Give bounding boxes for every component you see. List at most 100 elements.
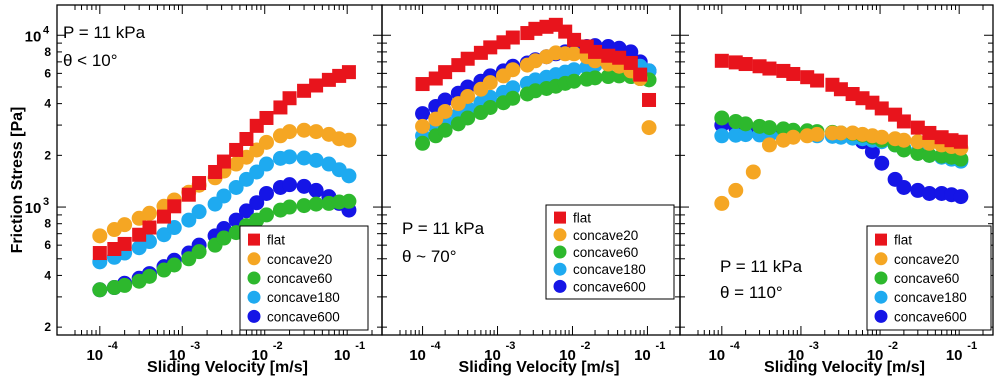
- data-point-flat: [601, 48, 616, 63]
- legend-label-concave600: concave600: [267, 309, 340, 324]
- data-point-flat: [623, 55, 638, 70]
- data-point-concave60: [282, 199, 298, 215]
- legend-label-concave180: concave180: [894, 290, 967, 305]
- annotation-pressure: P = 11 kPa: [720, 257, 803, 276]
- x-tick-exponent: -2: [581, 340, 591, 352]
- data-point-flat: [415, 77, 430, 92]
- x-axis-title: Sliding Velocity [m/s]: [459, 359, 620, 376]
- x-tick-label: 10: [334, 347, 351, 364]
- data-point-flat: [167, 199, 182, 214]
- data-point-flat: [192, 176, 207, 191]
- y-tick-label: 10: [25, 200, 42, 217]
- data-point-concave60: [308, 196, 324, 212]
- data-point-concave20: [282, 124, 298, 140]
- legend-marker-concave60: [553, 245, 567, 259]
- legend-label-concave600: concave600: [894, 309, 967, 324]
- data-point-concave600: [308, 182, 324, 198]
- legend-label-flat: flat: [894, 233, 912, 248]
- data-point-flat: [229, 142, 244, 157]
- data-point-flat: [528, 21, 543, 36]
- data-point-concave60: [910, 145, 926, 161]
- data-point-concave180: [505, 80, 521, 96]
- legend-label-concave180: concave180: [573, 262, 646, 277]
- data-point-flat: [833, 82, 848, 97]
- legend: flat concave20 concave60 concave180 concave6…: [866, 225, 992, 331]
- data-point-concave20: [258, 134, 274, 150]
- x-tick-label: 10: [946, 347, 963, 364]
- data-point-concave60: [761, 120, 777, 136]
- data-point-flat: [438, 65, 453, 80]
- data-point-flat: [810, 73, 825, 88]
- data-point-concave60: [566, 73, 582, 89]
- legend: flat concave20 concave60 concave180 concave6…: [239, 225, 369, 331]
- x-axis-title: Sliding Velocity [m/s]: [764, 359, 925, 376]
- data-point-concave180: [191, 204, 207, 220]
- data-point-concave60: [437, 122, 453, 138]
- x-tick-label: 10: [708, 347, 725, 364]
- legend-label-concave60: concave60: [267, 271, 332, 286]
- legend-marker-concave600: [247, 309, 261, 323]
- data-point-concave180: [166, 220, 182, 236]
- data-point-flat: [953, 134, 968, 149]
- legend-label-flat: flat: [573, 211, 591, 226]
- y-minor-tick-label: 2: [44, 148, 51, 162]
- panel-frame: [679, 4, 994, 336]
- data-point-flat: [282, 91, 297, 106]
- data-point-flat: [92, 246, 107, 261]
- y-minor-tick-label: 2: [44, 320, 51, 334]
- x-tick-exponent: -1: [656, 340, 666, 352]
- data-point-concave180: [308, 152, 324, 168]
- data-point-concave60: [296, 198, 312, 214]
- data-point-concave20: [308, 124, 324, 140]
- data-point-concave180: [216, 188, 232, 204]
- data-point-flat: [633, 67, 648, 82]
- data-point-concave20: [785, 129, 801, 145]
- data-point-concave60: [92, 282, 108, 298]
- data-point-concave600: [953, 189, 969, 205]
- data-point-concave20: [460, 89, 476, 105]
- data-point-concave60: [117, 277, 133, 293]
- y-minor-tick-label: 4: [44, 268, 51, 282]
- data-point-concave60: [505, 90, 521, 106]
- data-point-concave20: [117, 217, 133, 233]
- x-tick-label: 10: [788, 347, 805, 364]
- data-point-flat: [259, 110, 274, 125]
- data-point-concave20: [728, 182, 744, 198]
- legend-label-concave60: concave60: [573, 245, 638, 260]
- x-tick-exponent: -3: [190, 340, 200, 352]
- data-point-flat: [460, 51, 475, 66]
- x-tick-exponent: -4: [431, 340, 442, 352]
- annotation-angle: θ = 110°: [720, 283, 783, 302]
- legend-marker-flat: [554, 211, 566, 224]
- data-point-concave60: [191, 244, 207, 260]
- data-point-concave60: [482, 99, 498, 115]
- data-point-concave20: [296, 122, 312, 138]
- data-point-flat: [309, 78, 324, 93]
- data-point-concave60: [141, 268, 157, 284]
- panel-2: 10 -4 10 -3 10 -2 10 -1 Sliding Velocity [m/s] P …: [381, 4, 681, 376]
- data-point-flat: [341, 65, 356, 80]
- x-tick-exponent: -4: [108, 340, 119, 352]
- data-point-flat: [874, 101, 889, 116]
- data-point-flat: [505, 30, 520, 45]
- data-point-concave20: [714, 195, 730, 211]
- data-point-concave60: [258, 207, 274, 223]
- data-point-concave20: [505, 62, 521, 78]
- legend-marker-concave180: [553, 262, 567, 276]
- data-point-flat: [922, 125, 937, 140]
- y-minor-tick-label: 4: [44, 97, 51, 111]
- data-point-concave600: [874, 155, 890, 171]
- x-tick-label: 10: [409, 347, 426, 364]
- data-point-concave600: [623, 44, 639, 60]
- x-tick-label: 10: [634, 347, 651, 364]
- data-point-concave180: [181, 212, 197, 228]
- x-tick-exponent: -4: [730, 340, 741, 352]
- data-point-concave600: [910, 182, 926, 198]
- data-point-concave180: [282, 149, 298, 165]
- x-tick-label: 10: [559, 347, 576, 364]
- data-point-concave600: [249, 195, 265, 211]
- data-point-concave20: [761, 137, 777, 153]
